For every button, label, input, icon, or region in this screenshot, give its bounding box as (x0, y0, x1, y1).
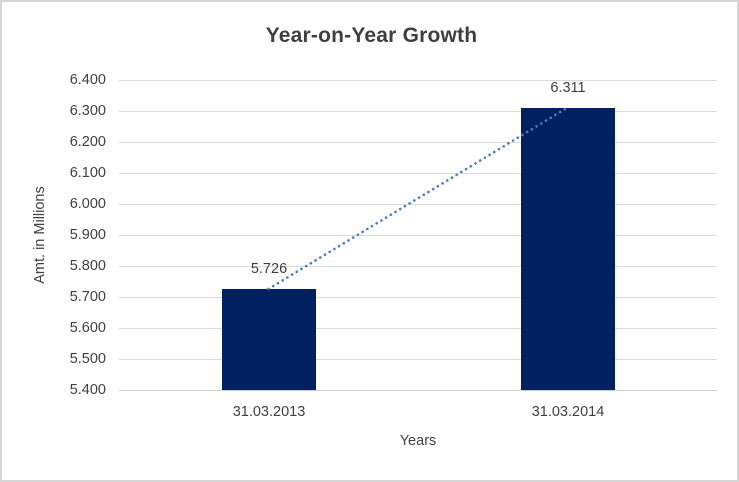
gridline (119, 297, 717, 298)
bar-31.03.2014 (521, 108, 615, 390)
bar-31.03.2013 (222, 289, 316, 390)
y-tick-label: 5.600 (69, 320, 106, 336)
gridline (119, 204, 717, 205)
gridline (119, 111, 717, 112)
gridline (119, 328, 717, 329)
y-tick-label: 6.000 (69, 196, 106, 212)
y-tick-label: 6.300 (69, 103, 106, 119)
y-tick-label: 5.700 (69, 289, 106, 305)
gridline (119, 359, 717, 360)
y-tick-label: 5.400 (69, 382, 106, 398)
x-tick-label: 31.03.2014 (531, 404, 605, 420)
y-tick-label: 6.400 (69, 72, 106, 88)
y-tick-label: 5.800 (69, 258, 106, 274)
gridline (119, 235, 717, 236)
x-axis-line (119, 390, 717, 391)
y-tick-label: 6.100 (69, 165, 106, 181)
y-tick-label: 5.500 (69, 351, 106, 367)
gridline (119, 80, 717, 81)
x-axis-title: Years (399, 433, 437, 449)
data-label: 5.726 (250, 261, 288, 277)
x-tick-label: 31.03.2013 (232, 404, 306, 420)
data-label: 6.311 (550, 80, 586, 96)
y-tick-label: 6.200 (69, 134, 106, 150)
gridline (119, 173, 717, 174)
gridline (119, 142, 717, 143)
chart-title: Year-on-Year Growth (265, 24, 478, 47)
y-tick-label: 5.900 (69, 227, 106, 243)
